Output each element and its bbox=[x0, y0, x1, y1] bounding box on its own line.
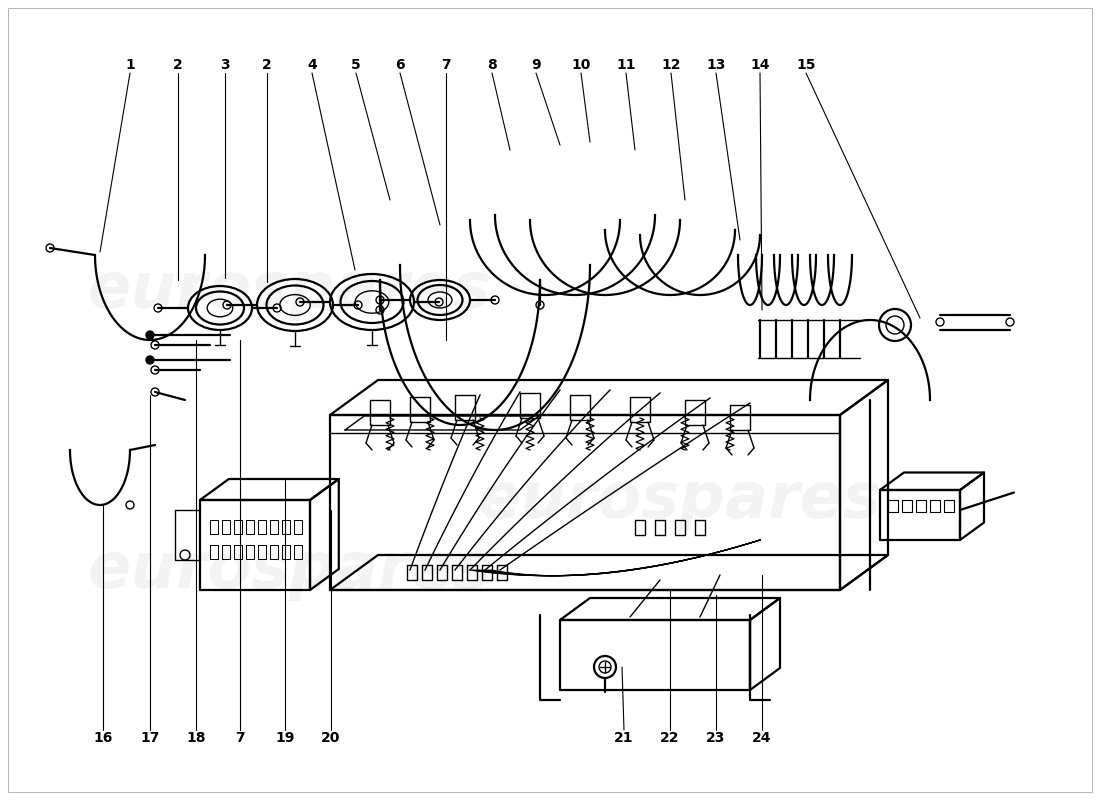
Text: 9: 9 bbox=[531, 58, 541, 72]
Text: 24: 24 bbox=[752, 731, 772, 745]
Text: 23: 23 bbox=[706, 731, 726, 745]
Text: 10: 10 bbox=[571, 58, 591, 72]
Text: 20: 20 bbox=[321, 731, 341, 745]
Text: 3: 3 bbox=[220, 58, 230, 72]
Text: 7: 7 bbox=[235, 731, 245, 745]
Text: 14: 14 bbox=[750, 58, 770, 72]
Text: 2: 2 bbox=[173, 58, 183, 72]
Text: eurospares: eurospares bbox=[88, 539, 492, 601]
Text: eurospares: eurospares bbox=[88, 259, 492, 321]
Text: 16: 16 bbox=[94, 731, 112, 745]
Text: 21: 21 bbox=[614, 731, 634, 745]
Text: 2: 2 bbox=[262, 58, 272, 72]
Text: 4: 4 bbox=[307, 58, 317, 72]
Text: 19: 19 bbox=[275, 731, 295, 745]
Circle shape bbox=[146, 331, 154, 339]
Text: 5: 5 bbox=[351, 58, 361, 72]
Text: 17: 17 bbox=[141, 731, 160, 745]
Text: 7: 7 bbox=[441, 58, 451, 72]
Circle shape bbox=[146, 356, 154, 364]
Text: 22: 22 bbox=[660, 731, 680, 745]
Text: 12: 12 bbox=[661, 58, 681, 72]
Text: 15: 15 bbox=[796, 58, 816, 72]
Text: 18: 18 bbox=[186, 731, 206, 745]
Text: eurospares: eurospares bbox=[478, 469, 882, 531]
Text: 11: 11 bbox=[616, 58, 636, 72]
Text: 6: 6 bbox=[395, 58, 405, 72]
Text: 13: 13 bbox=[706, 58, 726, 72]
Text: 1: 1 bbox=[125, 58, 135, 72]
Text: 8: 8 bbox=[487, 58, 497, 72]
